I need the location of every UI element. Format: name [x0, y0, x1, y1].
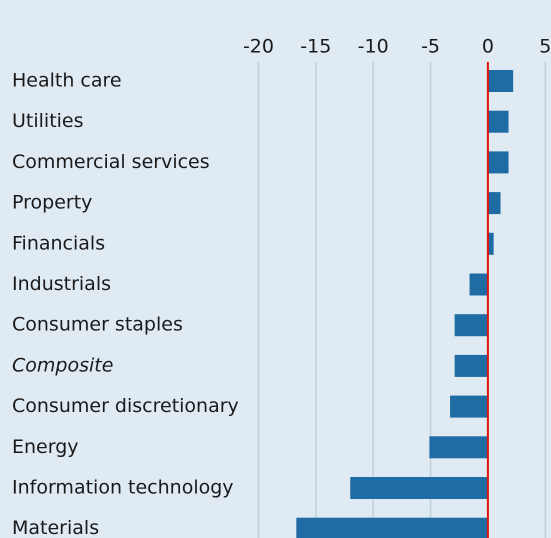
bar [350, 477, 488, 499]
y-tick-label: Commercial services [12, 151, 210, 173]
bar [296, 517, 488, 538]
x-tick-label: -15 [300, 36, 331, 58]
x-tick-label: 0 [482, 36, 494, 58]
y-tick-label: Materials [12, 517, 99, 538]
bar [429, 436, 488, 459]
bar [469, 273, 488, 296]
y-tick-label: Industrials [12, 273, 111, 295]
bar [487, 151, 509, 174]
y-tick-label: Financials [12, 232, 105, 254]
x-tick-label: 5 [539, 36, 551, 58]
x-tick-label: -5 [421, 36, 440, 58]
y-tick-label: Property [12, 192, 92, 214]
bar [454, 354, 488, 377]
bar [487, 110, 509, 133]
y-tick-label: Consumer staples [12, 314, 183, 336]
y-tick-label: Consumer discretionary [12, 395, 239, 417]
x-tick-label: -10 [358, 36, 389, 58]
y-tick-label: Energy [12, 436, 79, 458]
bar [454, 314, 488, 337]
bar [487, 192, 501, 215]
y-tick-label: Information technology [12, 477, 234, 499]
bar [450, 395, 488, 418]
y-tick-label: Utilities [12, 110, 84, 132]
bar [487, 232, 494, 255]
y-tick-label: Health care [12, 70, 122, 92]
bar [487, 70, 514, 92]
x-tick-label: -20 [243, 36, 274, 58]
y-tick-label: Composite [12, 354, 113, 376]
